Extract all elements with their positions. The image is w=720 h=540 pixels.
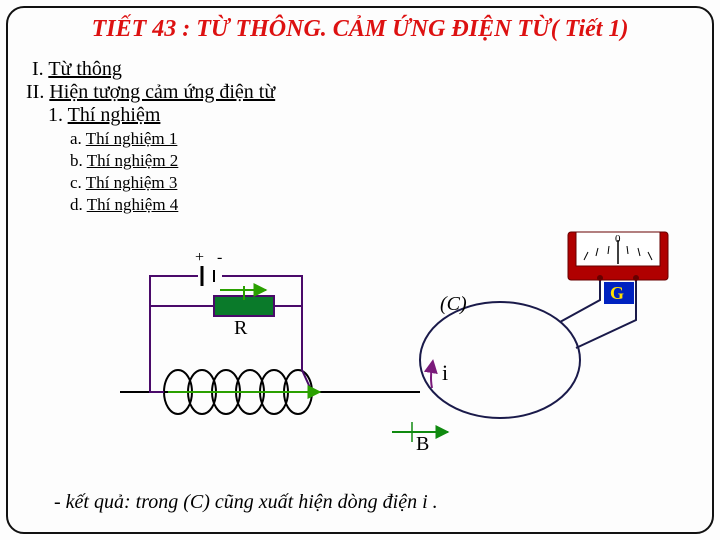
outline-ii-text: Hiện tượng cảm ứng điện từ [49,81,275,103]
outline-1: 1. Thí nghiệm [48,104,275,127]
outline-c-text: Thí nghiệm 3 [86,173,178,192]
outline-b-text: Thí nghiệm 2 [87,151,179,170]
outline-block: I. Từ thông II. Hiện tượng cảm ứng điện … [26,58,275,215]
outline-ii: II. Hiện tượng cảm ứng điện từ [26,81,275,104]
outline-i: I. Từ thông [32,58,275,81]
outline-b: b. Thí nghiệm 2 [70,151,275,171]
slide-title: TIẾT 43 : TỪ THÔNG. CẢM ỨNG ĐIỆN TỪ( Tiế… [0,16,720,43]
outline-c: c. Thí nghiệm 3 [70,173,275,193]
outline-d: d. Thí nghiệm 4 [70,195,275,215]
outline-i-text: Từ thông [48,58,122,80]
conclusion-text: - kết quả: trong (C) cũng xuất hiện dòng… [54,491,438,514]
outline-a: a. Thí nghiệm 1 [70,129,275,149]
outline-a-text: Thí nghiệm 1 [86,129,178,148]
outline-d-text: Thí nghiệm 4 [87,195,179,214]
outline-1-text: Thí nghiệm [68,104,161,126]
